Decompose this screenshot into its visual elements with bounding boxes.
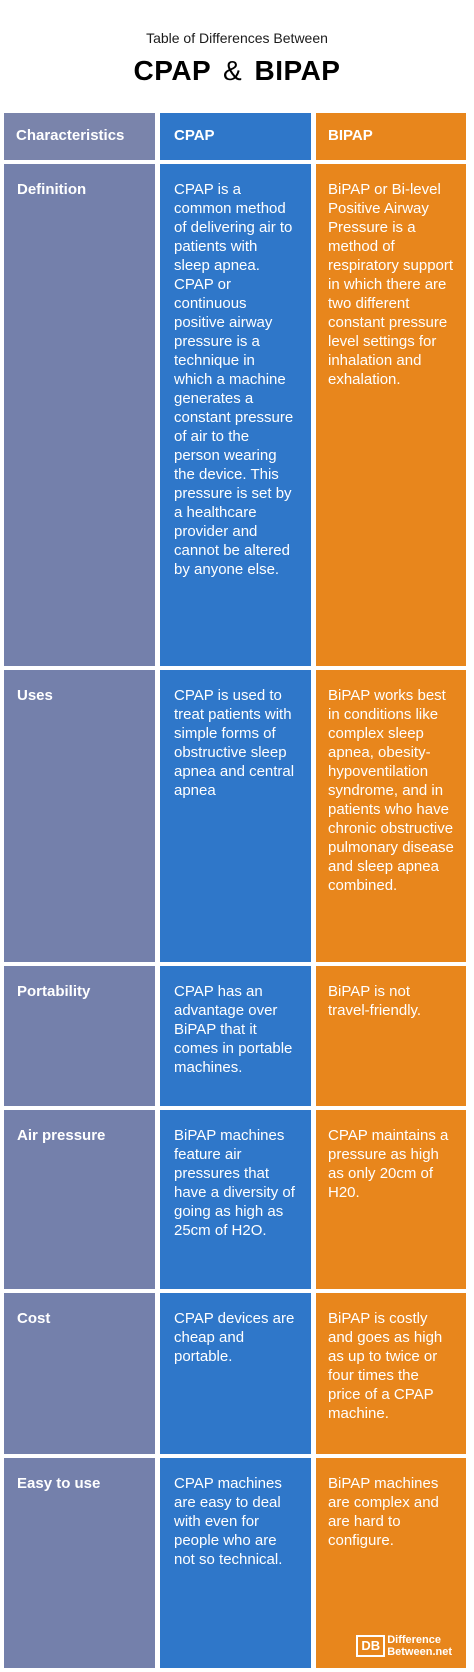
row-label: Definition (4, 164, 155, 666)
table-row-definition: Definition CPAP is a common method of de… (4, 164, 470, 666)
page-title: CPAP & BIPAP (0, 55, 474, 87)
cpap-cell: CPAP machines are easy to deal with even… (160, 1458, 311, 1668)
logo-line1: Difference (387, 1634, 441, 1646)
row-label: Air pressure (4, 1110, 155, 1289)
cpap-cell: CPAP devices are cheap and portable. (160, 1293, 311, 1454)
logo-line2: Between.net (387, 1646, 452, 1658)
header-characteristics: Characteristics (4, 113, 155, 160)
header-cpap: CPAP (160, 113, 311, 160)
cpap-cell: BiPAP machines feature air pressures tha… (160, 1110, 311, 1289)
bipap-cell-text: BiPAP machines are complex and are hard … (328, 1475, 439, 1549)
bipap-cell: BiPAP machines are complex and are hard … (316, 1458, 466, 1668)
bipap-cell: BiPAP works best in conditions like comp… (316, 670, 466, 962)
cpap-cell: CPAP is a common method of delivering ai… (160, 164, 311, 666)
table-row-air-pressure: Air pressure BiPAP machines feature air … (4, 1110, 470, 1289)
table-header-row: Characteristics CPAP BIPAP (4, 113, 470, 160)
row-label: Easy to use (4, 1458, 155, 1668)
row-label: Uses (4, 670, 155, 962)
bipap-cell: BiPAP is not travel-friendly. (316, 966, 466, 1106)
bipap-cell: BiPAP is costly and goes as high as up t… (316, 1293, 466, 1454)
table-row-cost: Cost CPAP devices are cheap and portable… (4, 1293, 470, 1454)
cpap-cell: CPAP is used to treat patients with simp… (160, 670, 311, 962)
table-row-uses: Uses CPAP is used to treat patients with… (4, 670, 470, 962)
site-logo: DB Difference Between.net (356, 1634, 452, 1658)
title-bipap: BIPAP (254, 55, 341, 86)
page-subtitle: Table of Differences Between (146, 30, 328, 46)
table-row-easy-to-use: Easy to use CPAP machines are easy to de… (4, 1458, 470, 1668)
logo-text: Difference Between.net (387, 1634, 452, 1658)
bipap-cell: BiPAP or Bi-level Positive Airway Pressu… (316, 164, 466, 666)
cpap-cell: CPAP has an advantage over BiPAP that it… (160, 966, 311, 1106)
page-header: Table of Differences Between CPAP & BIPA… (0, 0, 474, 110)
bipap-cell: CPAP maintains a pressure as high as onl… (316, 1110, 466, 1289)
row-label: Cost (4, 1293, 155, 1454)
row-label: Portability (4, 966, 155, 1106)
header-bipap: BIPAP (316, 113, 466, 160)
title-ampersand: & (223, 55, 243, 86)
comparison-table: Characteristics CPAP BIPAP Definition CP… (4, 113, 470, 1668)
table-row-portability: Portability CPAP has an advantage over B… (4, 966, 470, 1106)
logo-mark: DB (356, 1635, 386, 1657)
title-cpap: CPAP (133, 55, 211, 86)
